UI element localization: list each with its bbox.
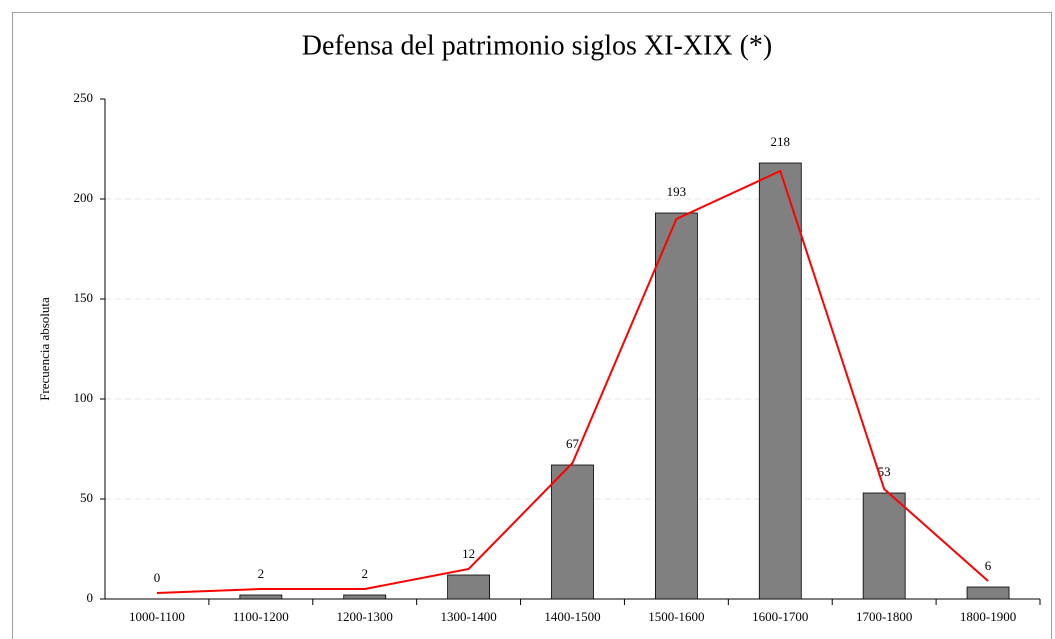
- chart-frame: [12, 12, 1052, 639]
- y-tick-label: 50: [80, 490, 93, 505]
- data-label: 6: [985, 558, 992, 573]
- x-tick-label: 1200-1300: [337, 609, 393, 624]
- bar: [758, 162, 802, 600]
- x-tick-label: 1400-1500: [544, 609, 600, 624]
- y-tick-label: 250: [74, 90, 94, 105]
- trend-line: [156, 169, 989, 594]
- bar: [966, 586, 1010, 600]
- x-tick-label: 1000-1100: [129, 609, 185, 624]
- y-tick-label: 200: [74, 190, 94, 205]
- bar: [862, 492, 906, 600]
- data-label: 12: [462, 546, 475, 561]
- y-tick-label: 0: [87, 590, 94, 605]
- x-tick-label: 1600-1700: [752, 609, 808, 624]
- x-tick-label: 1300-1400: [440, 609, 496, 624]
- bar: [239, 594, 283, 600]
- x-tick-label: 1700-1800: [856, 609, 912, 624]
- data-label: 53: [878, 464, 891, 479]
- data-label: 193: [667, 184, 687, 199]
- bar: [447, 574, 491, 600]
- y-tick-label: 100: [74, 390, 94, 405]
- bar: [551, 464, 594, 600]
- x-tick-label: 1100-1200: [233, 609, 289, 624]
- chart-title: Defensa del patrimonio siglos XI-XIX (*): [302, 30, 772, 61]
- data-label: 0: [154, 570, 161, 585]
- data-label: 2: [361, 566, 368, 581]
- y-axis-label: Frecuencia absoluta: [37, 297, 52, 401]
- data-label: 67: [566, 436, 580, 451]
- y-tick-label: 150: [74, 290, 94, 305]
- data-label: 2: [258, 566, 265, 581]
- bar: [343, 594, 387, 600]
- x-tick-label: 1500-1600: [648, 609, 704, 624]
- x-tick-label: 1800-1900: [960, 609, 1016, 624]
- data-label: 218: [771, 134, 791, 149]
- bar: [654, 212, 698, 600]
